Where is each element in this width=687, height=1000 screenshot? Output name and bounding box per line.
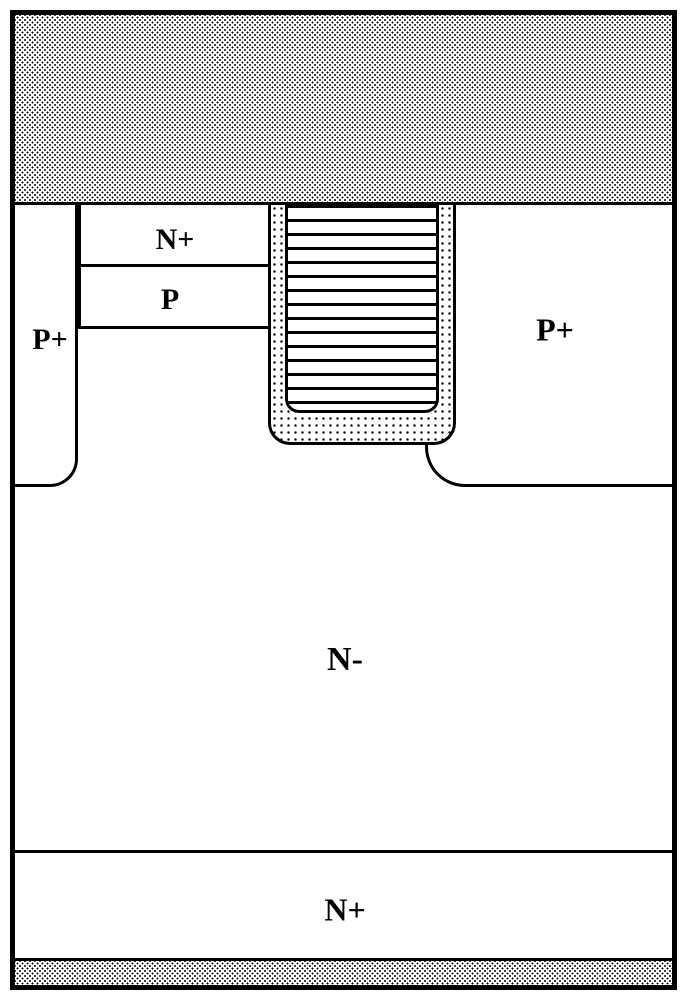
trench-gate: [285, 205, 439, 413]
label-p-body: P: [161, 283, 179, 317]
label-n-minus: N-: [327, 641, 363, 679]
diagram-canvas: N+ P P+ P+ N- N+: [0, 0, 687, 1000]
label-n-plus-source: N+: [156, 223, 195, 257]
label-p-plus-left: P+: [32, 323, 67, 357]
label-n-plus-substrate: N+: [324, 892, 365, 929]
label-p-plus-right: P+: [536, 312, 574, 349]
top-metal-contact: [15, 15, 672, 205]
bottom-metal-contact: [15, 958, 672, 988]
